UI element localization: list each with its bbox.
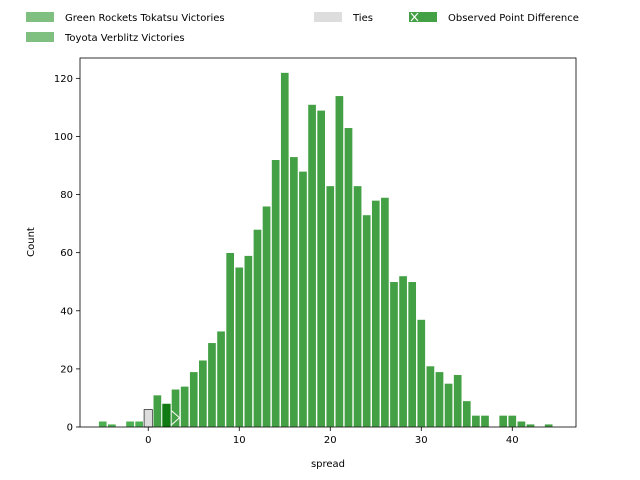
- bar-toyota-verblitz-victories-24: [371, 200, 381, 428]
- plot-frame: [79, 57, 577, 428]
- legend-swatch-ties: [314, 12, 342, 22]
- legend-swatch-green-rockets: [26, 12, 54, 22]
- bar-toyota-verblitz-victories-25: [380, 197, 390, 428]
- bar-ties-0: [143, 409, 153, 428]
- y-tick-label-6: 120: [54, 74, 73, 85]
- observed-bar: [162, 403, 171, 427]
- legend-swatch-observed: [409, 12, 437, 22]
- x-tick-label-1: 10: [233, 435, 246, 446]
- bar-green-rockets-tokatsu-victories-0: [98, 420, 108, 428]
- bar-toyota-verblitz-victories-20: [334, 95, 344, 428]
- bar-toyota-verblitz-victories-19: [325, 185, 335, 428]
- bar-toyota-verblitz-victories-41: [544, 423, 554, 428]
- bar-toyota-verblitz-victories-38: [507, 415, 517, 428]
- bar-toyota-verblitz-victories-40: [526, 423, 535, 428]
- bar-toyota-verblitz-victories-4: [189, 371, 199, 428]
- bar-toyota-verblitz-victories-13: [271, 159, 281, 428]
- bar-toyota-verblitz-victories-29: [416, 319, 426, 428]
- legend-label-toyota: Toyota Verblitz Victories: [64, 33, 185, 44]
- y-tick-label-0: 0: [67, 423, 73, 434]
- y-tick-label-3: 60: [60, 248, 73, 259]
- legend-label-ties: Ties: [352, 13, 373, 24]
- legend-label-observed: Observed Point Difference: [448, 13, 579, 24]
- bar-toyota-verblitz-victories-32: [444, 383, 454, 428]
- bar-toyota-verblitz-victories-3: [180, 386, 190, 428]
- bar-toyota-verblitz-victories-5: [198, 359, 208, 428]
- bar-toyota-verblitz-victories-15: [289, 156, 299, 428]
- bar-toyota-verblitz-victories-31: [435, 371, 444, 428]
- legend: Green Rockets Tokatsu Victories Toyota V…: [26, 12, 579, 44]
- bar-toyota-verblitz-victories-23: [362, 214, 372, 428]
- bar-toyota-verblitz-victories-6: [207, 342, 217, 428]
- observed-highlight: [162, 403, 181, 427]
- bar-toyota-verblitz-victories-11: [253, 229, 262, 428]
- bar-toyota-verblitz-victories-33: [453, 374, 463, 428]
- bar-toyota-verblitz-victories-39: [516, 420, 526, 428]
- bar-green-rockets-tokatsu-victories-3: [134, 420, 144, 428]
- bar-toyota-verblitz-victories-17: [307, 104, 317, 428]
- bar-toyota-verblitz-victories-9: [234, 266, 244, 428]
- x-tick-label-3: 30: [415, 435, 428, 446]
- y-tick-label-5: 100: [54, 132, 73, 143]
- x-axis-label: spread: [311, 459, 345, 470]
- bar-toyota-verblitz-victories-18: [316, 109, 326, 428]
- bar-toyota-verblitz-victories-34: [462, 400, 472, 428]
- x-tick-label-4: 40: [506, 435, 519, 446]
- bar-toyota-verblitz-victories-12: [262, 205, 272, 428]
- bar-toyota-verblitz-victories-27: [398, 275, 408, 428]
- x-tick-label-2: 20: [324, 435, 337, 446]
- bar-toyota-verblitz-victories-7: [216, 330, 226, 428]
- x-tick-label-0: 0: [145, 435, 151, 446]
- y-tick-label-1: 20: [60, 364, 73, 375]
- bar-toyota-verblitz-victories-0: [152, 394, 162, 428]
- x-axis: 0 10 20 30 40: [145, 427, 519, 446]
- bar-toyota-verblitz-victories-14: [280, 72, 290, 428]
- bar-toyota-verblitz-victories-28: [407, 281, 417, 428]
- observed-marker: [171, 410, 181, 426]
- legend-label-green-rockets: Green Rockets Tokatsu Victories: [65, 13, 225, 24]
- bar-toyota-verblitz-victories-21: [344, 127, 353, 428]
- bar-toyota-verblitz-victories-8: [225, 252, 235, 428]
- bar-green-rockets-tokatsu-victories-1: [107, 423, 117, 428]
- bar-toyota-verblitz-victories-16: [298, 171, 308, 428]
- bar-toyota-verblitz-victories-26: [389, 281, 399, 428]
- y-axis-label: Count: [26, 227, 37, 257]
- bar-toyota-verblitz-victories-36: [480, 415, 490, 428]
- bar-toyota-verblitz-victories-35: [471, 415, 481, 428]
- y-tick-label-2: 40: [60, 306, 73, 317]
- bar-toyota-verblitz-victories-30: [425, 365, 435, 428]
- bar-green-rockets-tokatsu-victories-2: [125, 420, 135, 428]
- bar-toyota-verblitz-victories-22: [353, 185, 363, 428]
- y-tick-label-4: 80: [60, 190, 73, 201]
- legend-swatch-toyota: [26, 32, 54, 42]
- bar-toyota-verblitz-victories-37: [498, 415, 508, 428]
- bar-toyota-verblitz-victories-10: [243, 255, 253, 428]
- y-axis: 0 20 40 60 80 100 120: [54, 74, 80, 434]
- histogram-bars: [98, 72, 554, 428]
